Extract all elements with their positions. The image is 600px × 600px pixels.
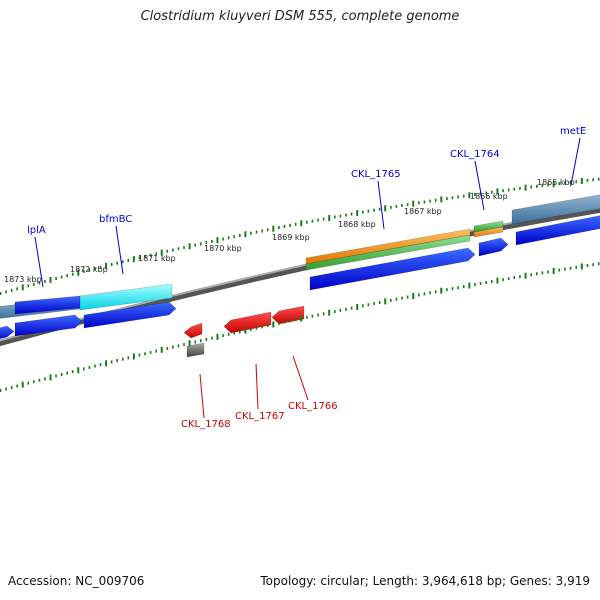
gene-label-forward: CKL_1764	[450, 149, 500, 160]
axis-label-kbp: 1868 kbp	[338, 220, 376, 229]
gene-label-forward: bfmBC	[99, 214, 132, 225]
axis-label-kbp: 1871 kbp	[138, 254, 176, 263]
feature-metE-steelblue	[511, 194, 600, 225]
gene-label-forward: lplA	[27, 225, 46, 236]
feature-bfmBC-cyan	[79, 283, 173, 311]
axis-label-kbp: 1866 kbp	[470, 192, 508, 201]
lower-tick-ruler	[0, 262, 600, 393]
axis-label-kbp: 1872 kbp	[70, 265, 108, 274]
axis-label-kbp: 1867 kbp	[404, 207, 442, 216]
cds-CKL_1765	[309, 247, 476, 291]
leader-line-forward	[377, 180, 385, 230]
cds-lplA	[14, 314, 83, 337]
leader-line-reverse	[292, 355, 309, 401]
leader-line-forward	[34, 236, 44, 288]
leader-line-forward	[474, 160, 485, 211]
cds-forward-left	[0, 325, 15, 340]
cds-CKL_1768	[183, 322, 203, 339]
map-title: Clostridium kluyveri DSM 555, complete g…	[140, 9, 460, 24]
cds-bfmBC	[83, 301, 177, 329]
cds-metE	[515, 215, 600, 246]
feature-CKL_1768-gray	[186, 342, 205, 358]
gene-label-reverse: CKL_1767	[235, 411, 285, 422]
leader-line-forward	[570, 137, 581, 186]
gene-label-forward: metE	[560, 126, 586, 137]
gene-label-reverse: CKL_1766	[288, 401, 338, 412]
leader-line-reverse	[255, 363, 259, 410]
axis-label-kbp: 1873 kbp	[4, 275, 42, 284]
cds-CKL_1766	[271, 305, 305, 325]
genome-summary-text: Topology: circular; Length: 3,964,618 bp…	[260, 574, 590, 588]
axis-label-kbp: 1865 kbp	[537, 178, 575, 187]
cds-CKL_1764	[478, 237, 509, 257]
leader-line-forward	[115, 225, 124, 275]
axis-label-kbp: 1870 kbp	[204, 244, 242, 253]
leader-line-reverse	[199, 373, 205, 419]
accession-text: Accession: NC_009706	[8, 574, 145, 588]
feature-CKL_1764-orange	[473, 226, 504, 238]
gene-label-reverse: CKL_1768	[181, 419, 231, 430]
axis-label-kbp: 1869 kbp	[272, 233, 310, 242]
backbone-shadow	[0, 207, 600, 347]
gene-label-forward: CKL_1765	[351, 169, 401, 180]
feature-CKL_1765-green	[305, 234, 471, 271]
upper-tick-ruler	[0, 177, 600, 295]
cds-CKL_1767	[223, 311, 272, 334]
feature-lplA-upper	[14, 295, 81, 315]
